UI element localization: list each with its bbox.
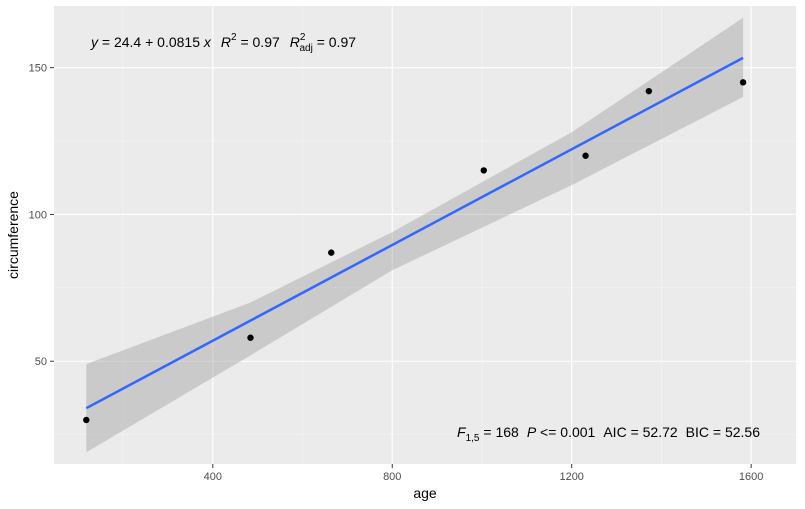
confidence-band	[86, 17, 744, 453]
data-point	[328, 249, 335, 256]
data-point	[739, 79, 747, 86]
x-axis-title: age	[413, 485, 437, 501]
y-axis-title: circumference	[5, 191, 21, 279]
fit-statistics-annotation: F1,5 = 168 P <= 0.001 AIC = 52.72 BIC = 52.…	[457, 424, 760, 444]
plot-panel	[54, 6, 796, 464]
y-tick-label: 50	[35, 356, 47, 368]
x-tick-label: 1200	[559, 471, 583, 483]
data-point	[83, 416, 90, 424]
y-tick-label: 100	[29, 209, 47, 221]
confidence-band-area	[86, 17, 744, 453]
fit-line	[85, 56, 744, 410]
fit-equation-annotation: y = 24.4 + 0.0815 x R2 = 0.97 R2 adj = 0.97	[90, 32, 356, 54]
y-axis-ticks: 50 100 150	[29, 63, 54, 368]
data-points	[83, 79, 747, 424]
x-tick-label: 800	[383, 471, 401, 483]
y-tick-label: 150	[29, 63, 47, 75]
data-point	[247, 334, 254, 341]
x-tick-label: 1600	[739, 471, 763, 483]
x-tick-label: 400	[204, 471, 222, 483]
regression-line	[85, 56, 744, 410]
data-point	[582, 152, 589, 159]
grid	[54, 6, 796, 464]
x-axis-ticks: 400 800 1200 1600	[204, 464, 763, 483]
data-point	[480, 167, 487, 174]
data-point	[645, 87, 653, 95]
